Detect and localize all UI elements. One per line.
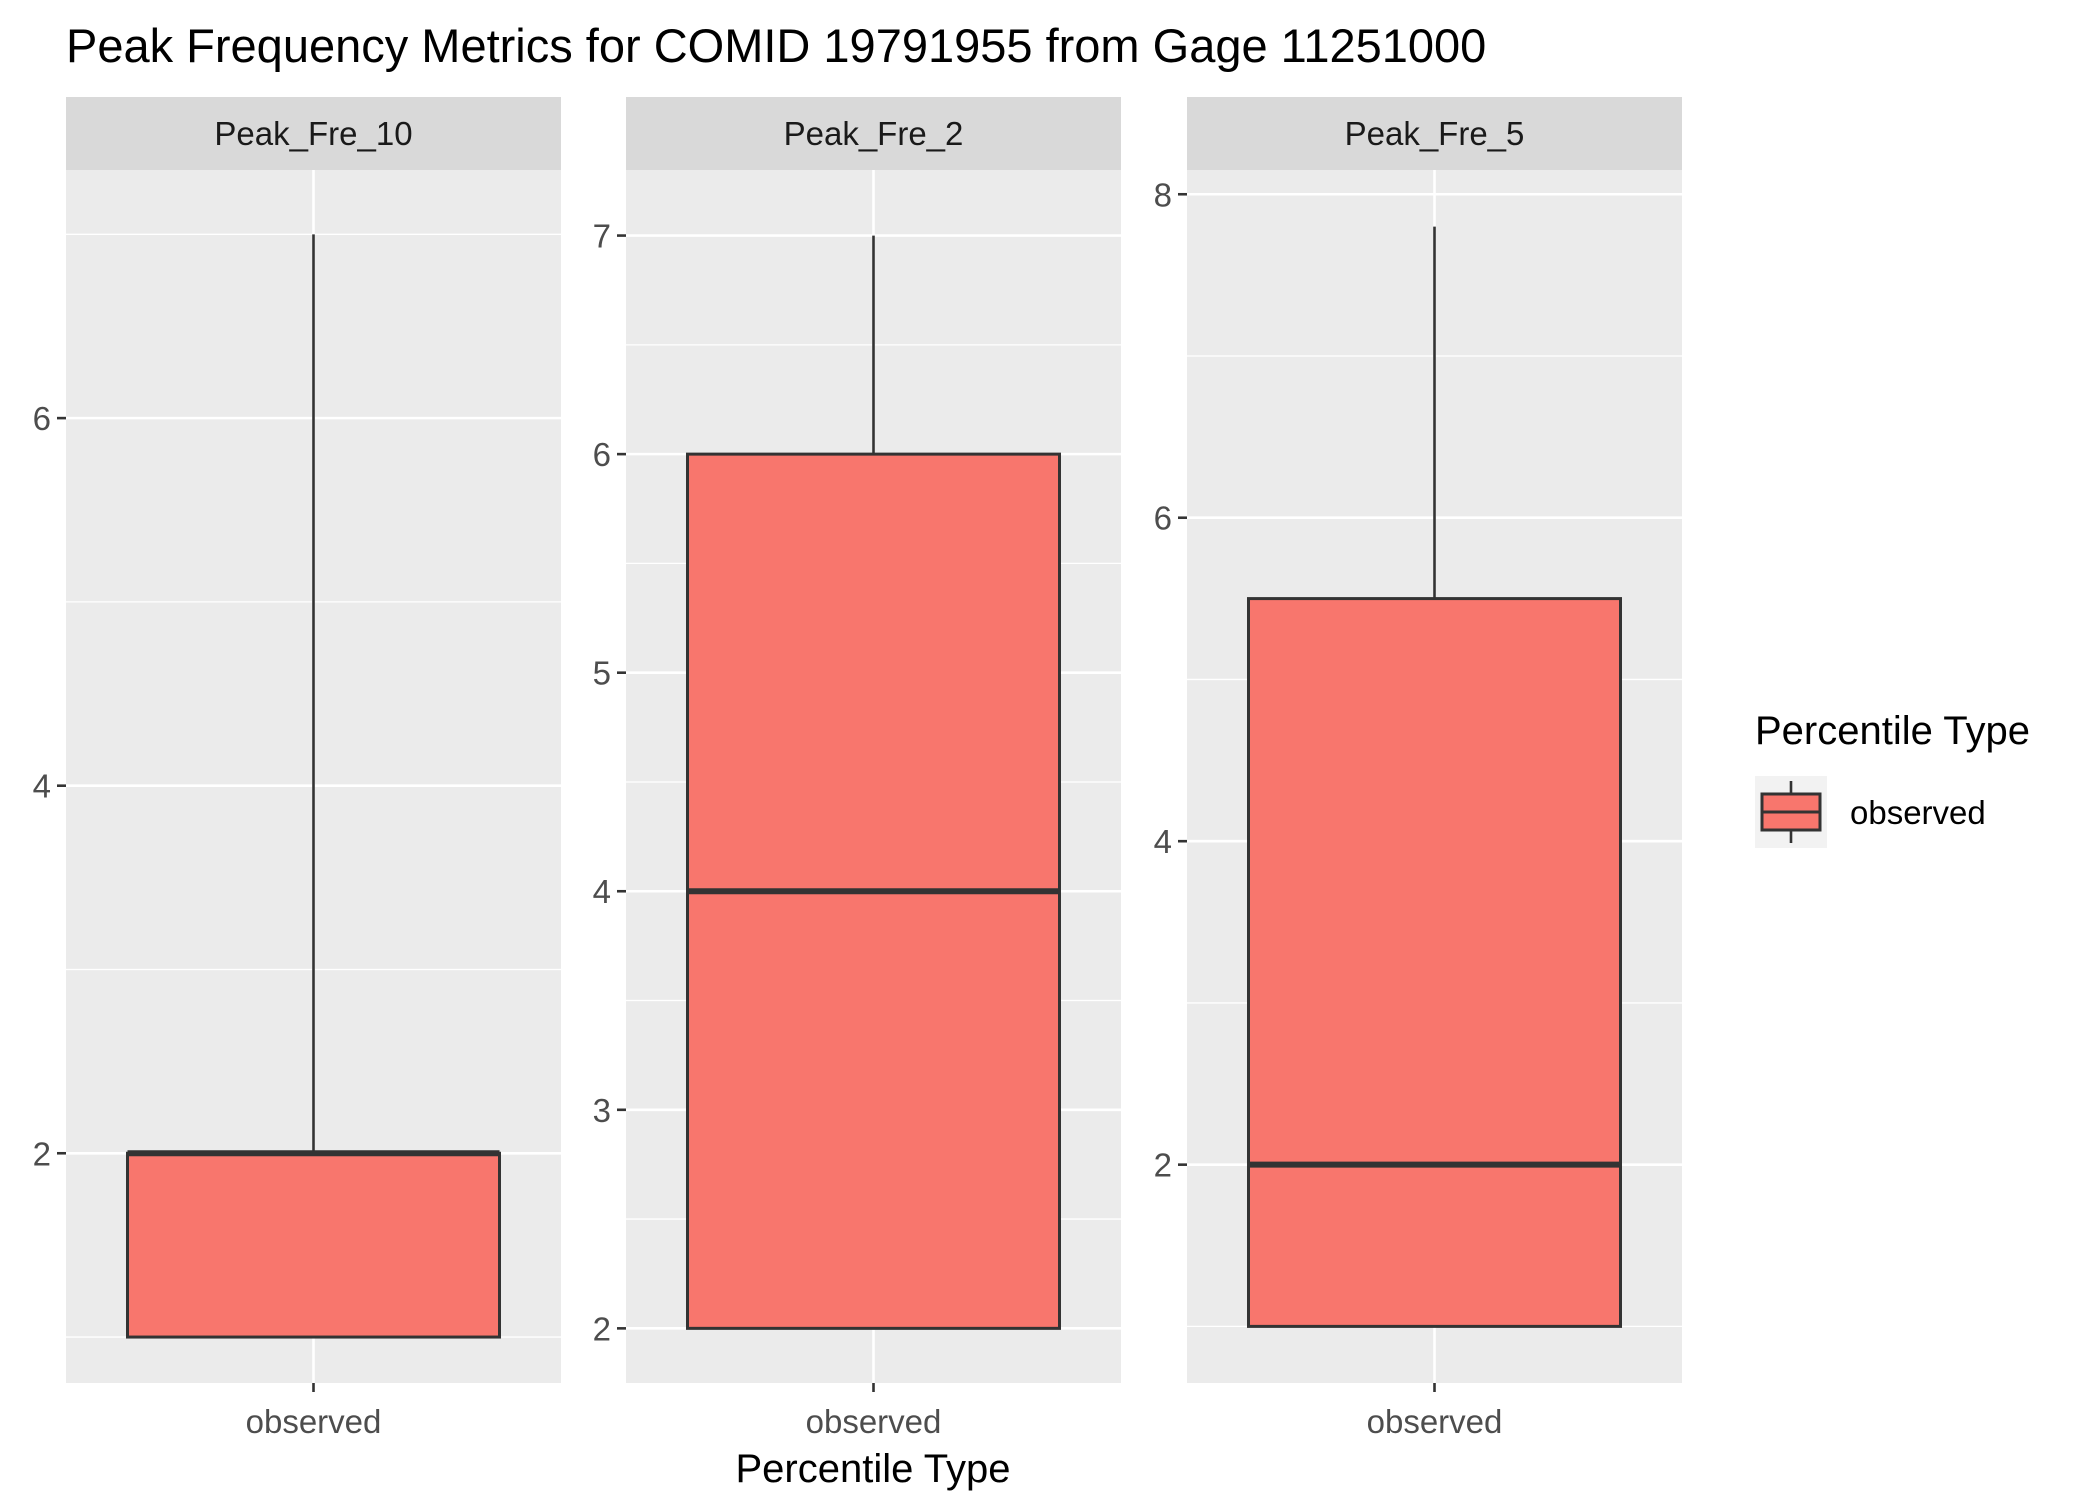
y-tick-label: 2 xyxy=(33,1135,51,1172)
chart-title: Peak Frequency Metrics for COMID 1979195… xyxy=(66,19,1486,72)
y-tick-label: 4 xyxy=(1154,823,1172,860)
box-iqr xyxy=(1247,597,1622,1328)
y-tick-label: 2 xyxy=(1154,1147,1172,1184)
y-tick-label: 3 xyxy=(593,1092,611,1129)
facet-panel: Peak_Fre_5 2 4 6 8 observed xyxy=(1154,97,1682,1440)
facet-strip xyxy=(66,97,561,170)
facet-strip xyxy=(1187,97,1682,170)
y-tick-label: 4 xyxy=(593,873,611,910)
facet-panel: Peak_Fre_10 2 4 6 observed xyxy=(33,97,561,1440)
x-tick-label: observed xyxy=(806,1403,942,1440)
legend-entry-label: observed xyxy=(1850,794,1986,831)
facet-strip-label: Peak_Fre_5 xyxy=(1345,115,1525,152)
y-tick-label: 2 xyxy=(593,1310,611,1347)
y-tick-label: 8 xyxy=(1154,176,1172,213)
facet-panel: Peak_Fre_2 2 3 4 5 6 7 observed xyxy=(593,97,1121,1440)
y-tick-label: 4 xyxy=(33,768,51,805)
y-tick-label: 6 xyxy=(593,436,611,473)
box-iqr xyxy=(126,1151,501,1339)
y-tick-label: 6 xyxy=(1154,500,1172,537)
x-axis-title: Percentile Type xyxy=(736,1447,1011,1491)
facets-layer: Peak_Fre_10 2 4 6 observed Peak_Fre_2 2 3 4 5 6 7 ob… xyxy=(33,97,1682,1440)
y-tick-label: 7 xyxy=(593,218,611,255)
x-tick-label: observed xyxy=(246,1403,382,1440)
legend-entries: observed xyxy=(1755,776,1986,848)
y-tick-label: 6 xyxy=(33,400,51,437)
legend: Percentile Type observed xyxy=(1755,709,2030,848)
facet-strip-label: Peak_Fre_10 xyxy=(214,115,412,152)
x-tick-label: observed xyxy=(1367,1403,1503,1440)
facet-strip xyxy=(626,97,1121,170)
legend-title: Percentile Type xyxy=(1755,709,2030,753)
facet-strip-label: Peak_Fre_2 xyxy=(784,115,964,152)
y-tick-label: 5 xyxy=(593,655,611,692)
